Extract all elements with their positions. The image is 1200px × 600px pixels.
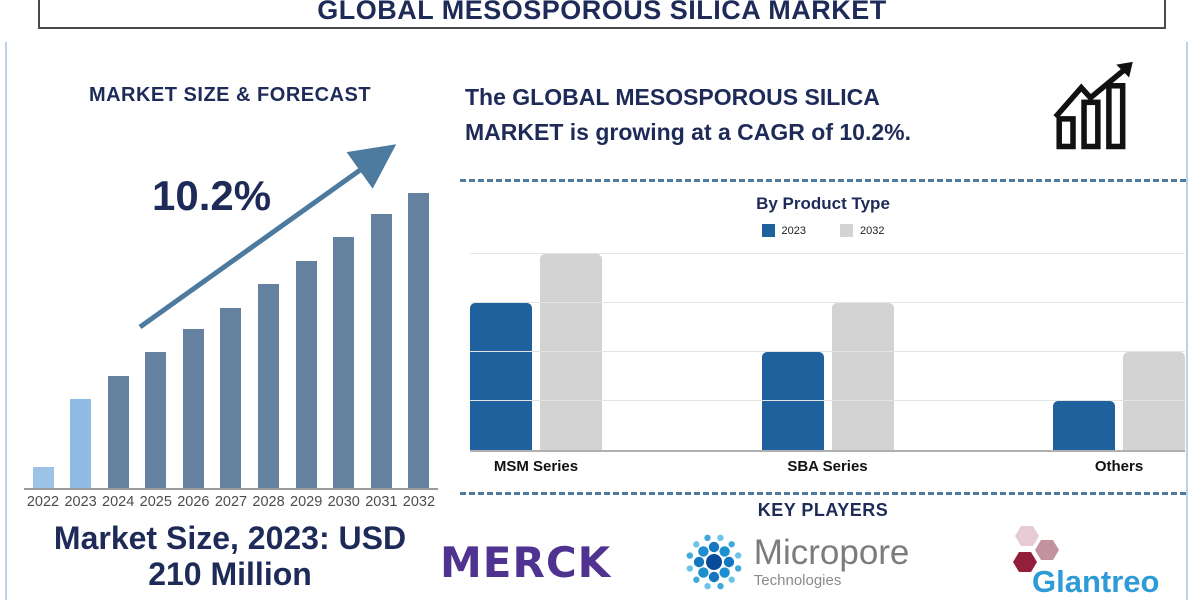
forecast-years: 2022 2023 2024 2025 2026 2027 2028 2029 2030 2031… [24, 494, 438, 510]
category-label: MSM Series [493, 458, 579, 475]
forecast-bar-2023 [64, 399, 98, 488]
bar-2032-msm-series [540, 254, 602, 450]
dashed-separator-bottom [460, 492, 1186, 495]
product-type-bars [470, 250, 1185, 450]
product-group-sba-series [761, 303, 894, 450]
legend-item-2032: 2032 [840, 224, 884, 237]
key-players-title: KEY PLAYERS [757, 500, 889, 520]
legend-label: 2023 [781, 224, 806, 237]
cagr-statement: The GLOBAL MESOSPOROUS SILICA MARKET is … [465, 84, 911, 145]
title-banner: GLOBAL MESOSPOROUS SILICA MARKET [38, 0, 1166, 29]
legend-swatch [840, 224, 853, 237]
legend-label: 2032 [860, 224, 885, 237]
glantreo-name: Glantreo [1032, 564, 1160, 599]
forecast-bar-2030 [327, 237, 361, 488]
year-label-2026: 2026 [177, 494, 210, 510]
year-label-2025: 2025 [139, 494, 172, 510]
right-accent-line [1186, 42, 1188, 600]
bar-2023-msm-series [470, 303, 532, 450]
forecast-bar-2024 [101, 376, 135, 488]
micropore-logo: Micropore Technologies [682, 530, 910, 594]
year-label-2024: 2024 [102, 494, 135, 510]
forecast-bars [24, 190, 438, 490]
micropore-subtitle: Technologies [753, 572, 842, 589]
bar-growth-icon [1053, 61, 1133, 150]
forecast-bar-2028 [252, 284, 286, 488]
key-players-logos: MERCK Micropore Technologies Glantreo [440, 524, 1180, 600]
forecast-bar-2025 [139, 352, 173, 488]
forecast-bar-2022 [26, 467, 60, 488]
merck-logo: MERCK [440, 537, 612, 587]
product-type-legend: 2023 2032 [460, 224, 1186, 237]
micropore-dots-icon [686, 534, 742, 590]
product-group-msm-series [470, 254, 602, 450]
product-type-chart [470, 250, 1185, 452]
bar-2023-others [1053, 401, 1115, 450]
forecast-bar-2029 [289, 261, 323, 488]
glantreo-hexagons-icon [1013, 526, 1059, 572]
forecast-bar-2026 [176, 329, 210, 488]
left-accent-line [5, 42, 7, 600]
product-type-title: By Product Type [756, 194, 890, 213]
year-label-2030: 2030 [327, 494, 360, 510]
micropore-name: Micropore [753, 533, 910, 572]
bar-2023-sba-series [761, 352, 824, 450]
year-label-2023: 2023 [64, 494, 97, 510]
forecast-bar-2027 [214, 308, 248, 488]
year-label-2022: 2022 [26, 494, 60, 510]
year-label-2031: 2031 [365, 494, 398, 510]
year-label-2029: 2029 [290, 494, 323, 510]
year-label-2028: 2028 [252, 494, 285, 510]
year-label-2027: 2027 [214, 494, 248, 510]
bar-2032-sba-series [831, 303, 894, 450]
year-label-2032: 2032 [402, 494, 436, 510]
legend-swatch [761, 224, 775, 237]
gridline [470, 252, 1185, 254]
product-type-category-labels: MSM Series SBA Series Others [470, 458, 1185, 475]
product-group-others [1053, 352, 1185, 450]
market-size-heading: MARKET SIZE & FORECAST [88, 84, 372, 106]
forecast-chart: 2022 2023 2024 2025 2026 2027 2028 2029 2030 2031… [24, 190, 438, 510]
glantreo-logo: Glantreo [980, 524, 1180, 600]
gridline [470, 350, 1185, 352]
gridline [470, 399, 1185, 401]
forecast-bar-2031 [364, 214, 398, 488]
gridline [470, 301, 1185, 303]
page-title: GLOBAL MESOSPOROUS SILICA MARKET [317, 0, 887, 25]
forecast-bar-2032 [402, 193, 436, 488]
legend-item-2023: 2023 [761, 224, 806, 237]
category-label: SBA Series [787, 458, 868, 475]
bar-2032-others [1123, 352, 1185, 450]
dashed-separator-top [460, 179, 1186, 182]
market-size-note: Market Size, 2023: USD 210 Million [53, 520, 407, 593]
category-label: Others [1094, 458, 1144, 475]
